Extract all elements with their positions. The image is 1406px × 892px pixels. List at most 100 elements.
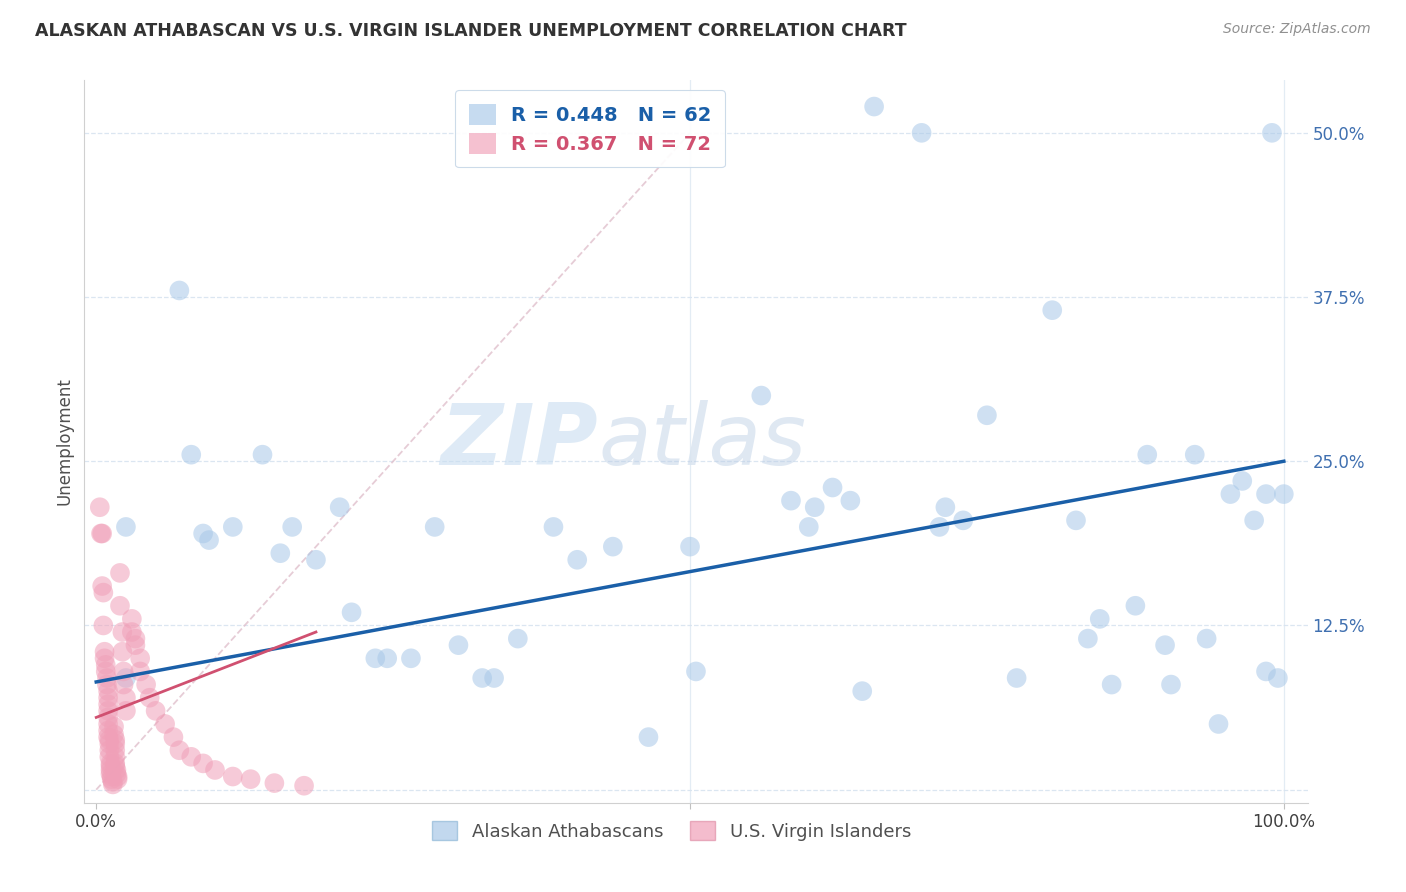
Point bbox=[191, 526, 214, 541]
Point bbox=[89, 500, 111, 515]
Point bbox=[685, 665, 707, 679]
Point bbox=[129, 651, 152, 665]
Point bbox=[329, 500, 352, 515]
Point bbox=[169, 284, 191, 298]
Point bbox=[104, 759, 127, 773]
Point bbox=[1125, 599, 1147, 613]
Point bbox=[567, 553, 589, 567]
Point bbox=[952, 513, 974, 527]
Point bbox=[96, 671, 118, 685]
Point bbox=[93, 618, 115, 632]
Point bbox=[1254, 665, 1277, 679]
Point bbox=[482, 671, 505, 685]
Point bbox=[115, 671, 138, 685]
Point bbox=[104, 756, 127, 771]
Point bbox=[1064, 513, 1087, 527]
Point bbox=[100, 763, 122, 777]
Point bbox=[863, 99, 886, 113]
Point bbox=[97, 710, 120, 724]
Point bbox=[111, 625, 134, 640]
Point bbox=[112, 677, 135, 691]
Point bbox=[100, 770, 122, 784]
Point bbox=[851, 684, 873, 698]
Text: ALASKAN ATHABASCAN VS U.S. VIRGIN ISLANDER UNEMPLOYMENT CORRELATION CHART: ALASKAN ATHABASCAN VS U.S. VIRGIN ISLAND… bbox=[35, 22, 907, 40]
Point bbox=[129, 665, 152, 679]
Point bbox=[1208, 717, 1230, 731]
Point bbox=[1254, 487, 1277, 501]
Point bbox=[98, 732, 121, 747]
Point bbox=[1077, 632, 1099, 646]
Point bbox=[98, 743, 121, 757]
Point bbox=[104, 749, 127, 764]
Point bbox=[145, 704, 167, 718]
Point bbox=[105, 767, 128, 781]
Point bbox=[100, 767, 122, 781]
Point bbox=[97, 723, 120, 738]
Point bbox=[104, 743, 127, 757]
Point bbox=[364, 651, 387, 665]
Point bbox=[1005, 671, 1028, 685]
Point bbox=[375, 651, 398, 665]
Point bbox=[107, 772, 129, 786]
Point bbox=[1101, 677, 1123, 691]
Point bbox=[94, 657, 117, 672]
Point bbox=[1040, 303, 1063, 318]
Point bbox=[1195, 632, 1218, 646]
Point bbox=[269, 546, 291, 560]
Point bbox=[180, 749, 202, 764]
Point bbox=[506, 632, 529, 646]
Point bbox=[162, 730, 184, 744]
Point bbox=[910, 126, 932, 140]
Point bbox=[1154, 638, 1177, 652]
Point bbox=[97, 690, 120, 705]
Text: atlas: atlas bbox=[598, 400, 806, 483]
Point bbox=[263, 776, 285, 790]
Point bbox=[1272, 487, 1295, 501]
Point bbox=[91, 579, 114, 593]
Point bbox=[124, 638, 146, 652]
Text: ZIP: ZIP bbox=[440, 400, 598, 483]
Point bbox=[96, 677, 118, 691]
Point bbox=[115, 704, 138, 718]
Point bbox=[543, 520, 565, 534]
Point bbox=[105, 763, 128, 777]
Point bbox=[1184, 448, 1206, 462]
Point bbox=[97, 684, 120, 698]
Point bbox=[90, 526, 112, 541]
Point bbox=[103, 720, 125, 734]
Point bbox=[252, 448, 274, 462]
Point bbox=[839, 493, 862, 508]
Point bbox=[204, 763, 226, 777]
Point bbox=[101, 774, 124, 789]
Point bbox=[1232, 474, 1254, 488]
Point bbox=[821, 481, 844, 495]
Point bbox=[471, 671, 494, 685]
Point bbox=[934, 500, 956, 515]
Point bbox=[803, 500, 825, 515]
Point bbox=[97, 717, 120, 731]
Point bbox=[100, 759, 122, 773]
Point bbox=[780, 493, 803, 508]
Point bbox=[169, 743, 191, 757]
Point bbox=[1261, 126, 1284, 140]
Point bbox=[1160, 677, 1182, 691]
Point bbox=[91, 526, 114, 541]
Point bbox=[305, 553, 328, 567]
Point bbox=[1243, 513, 1265, 527]
Point bbox=[100, 756, 122, 771]
Point bbox=[679, 540, 702, 554]
Point bbox=[101, 777, 124, 791]
Point bbox=[340, 605, 363, 619]
Point bbox=[93, 651, 115, 665]
Point bbox=[976, 409, 998, 423]
Point bbox=[637, 730, 659, 744]
Point bbox=[98, 737, 121, 751]
Point bbox=[281, 520, 304, 534]
Point bbox=[928, 520, 950, 534]
Y-axis label: Unemployment: Unemployment bbox=[55, 377, 73, 506]
Point bbox=[138, 690, 160, 705]
Point bbox=[97, 704, 120, 718]
Point bbox=[108, 566, 131, 580]
Point bbox=[93, 645, 115, 659]
Point bbox=[108, 599, 131, 613]
